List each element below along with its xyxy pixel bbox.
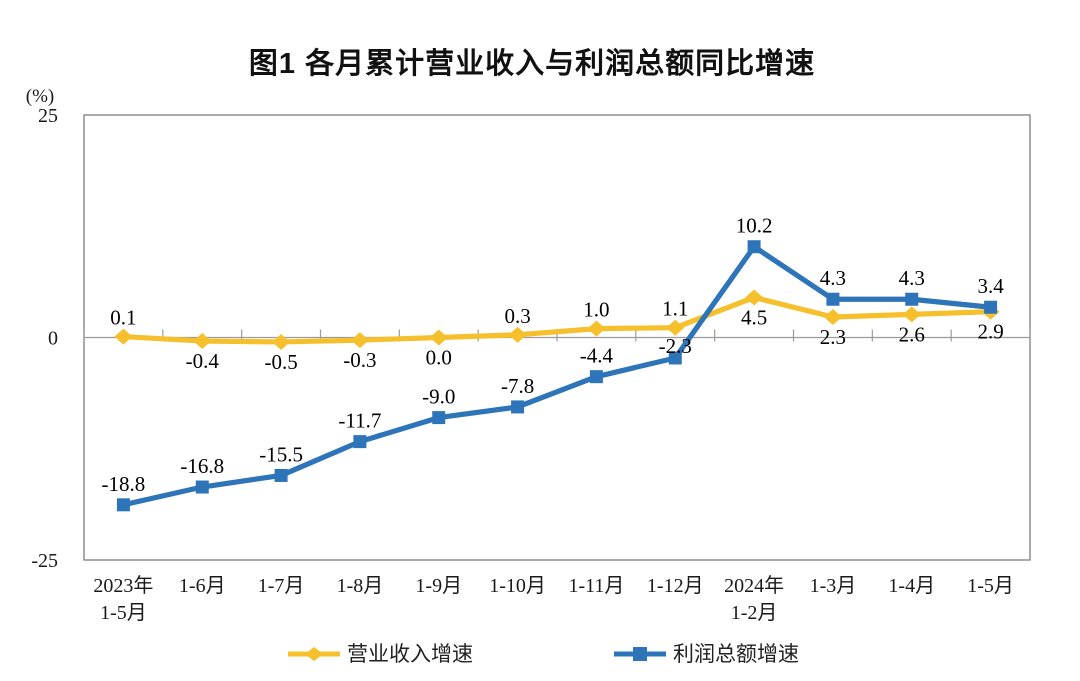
x-tick-label: 1-4月 [888, 575, 935, 597]
y-axis-unit-label: (%) [25, 86, 55, 107]
revenue-marker [666, 319, 685, 336]
x-tick-label: 1-7月 [258, 575, 305, 597]
profit-line [120, 244, 994, 508]
data-label: 3.4 [977, 274, 1004, 298]
revenue-marker [114, 328, 133, 345]
data-label: -7.8 [501, 374, 534, 398]
profit-marker [195, 480, 209, 494]
x-tick-label: 2023年 [93, 574, 153, 597]
x-tick-label: 1-8月 [337, 575, 384, 597]
profit-marker [274, 468, 288, 482]
data-label: 4.3 [820, 266, 846, 290]
data-label: 2.6 [899, 322, 925, 346]
data-label: -2.3 [659, 334, 692, 358]
legend-label-revenue: 营业收入增速 [347, 642, 473, 666]
data-label: 1.0 [583, 298, 609, 322]
profit-line-swatch-icon [614, 647, 666, 661]
profit-marker [589, 370, 603, 384]
data-label: -0.4 [186, 349, 220, 373]
data-label: -0.5 [264, 350, 297, 374]
data-label: -18.8 [102, 472, 146, 496]
profit-marker [905, 292, 919, 306]
y-tick-label: 0 [48, 328, 58, 350]
data-label: -4.4 [580, 344, 614, 368]
x-tick-label: 1-6月 [179, 575, 226, 597]
data-label: 2.9 [977, 320, 1003, 344]
profit-marker [432, 411, 446, 425]
x-tick-label: 1-3月 [810, 575, 857, 597]
data-label: 10.2 [736, 214, 773, 238]
legend-item-profit: 利润总额增速 [614, 641, 799, 667]
data-label: 1.1 [662, 297, 688, 321]
chart-title: 图1 各月累计营业收入与利润总额同比增速 [248, 48, 816, 80]
x-tick-label: 1-9月 [415, 575, 462, 597]
data-label: 2.3 [820, 325, 846, 349]
revenue-marker [508, 326, 527, 343]
profit-marker [511, 400, 525, 414]
revenue-marker [429, 329, 448, 346]
revenue-marker [272, 333, 291, 350]
profit-marker [984, 300, 998, 314]
revenue-marker [587, 320, 606, 337]
x-tick-label: 1-12月 [647, 575, 704, 597]
revenue-line-swatch-icon [288, 647, 340, 661]
data-label: 4.5 [741, 305, 767, 329]
x-tick-label: 2024年 [724, 574, 784, 597]
x-tick-label: 1-11月 [568, 575, 624, 597]
data-label: 0.3 [504, 304, 530, 328]
data-label: -0.3 [343, 348, 376, 372]
profit-marker [826, 292, 840, 306]
data-label: 0.0 [426, 346, 452, 370]
profit-marker [353, 435, 367, 449]
legend-label-profit: 利润总额增速 [673, 642, 799, 666]
y-tick-label: -25 [31, 550, 58, 572]
revenue-marker [350, 332, 369, 349]
data-label: -11.7 [338, 409, 381, 433]
revenue-marker [823, 309, 842, 326]
profit-marker [116, 498, 130, 512]
x-tick-label: 1-2月 [731, 602, 778, 624]
legend: 营业收入增速 利润总额增速 [0, 641, 1080, 671]
data-label: -16.8 [180, 454, 224, 478]
profit-marker [747, 240, 761, 254]
data-label: 0.1 [110, 306, 136, 330]
data-label: -15.5 [259, 442, 303, 466]
legend-item-revenue: 营业收入增速 [288, 641, 473, 667]
revenue-marker [193, 333, 212, 350]
profit-marker [668, 351, 682, 365]
x-tick-label: 1-5月 [100, 602, 147, 624]
data-label: -9.0 [422, 385, 455, 409]
x-tick-label: 1-10月 [489, 575, 546, 597]
x-tick-label: 1-5月 [967, 575, 1014, 597]
revenue-line [120, 294, 994, 345]
y-tick-label: 25 [38, 105, 58, 127]
data-label: 4.3 [899, 266, 925, 290]
revenue-marker [745, 289, 764, 306]
revenue-marker [902, 306, 921, 323]
